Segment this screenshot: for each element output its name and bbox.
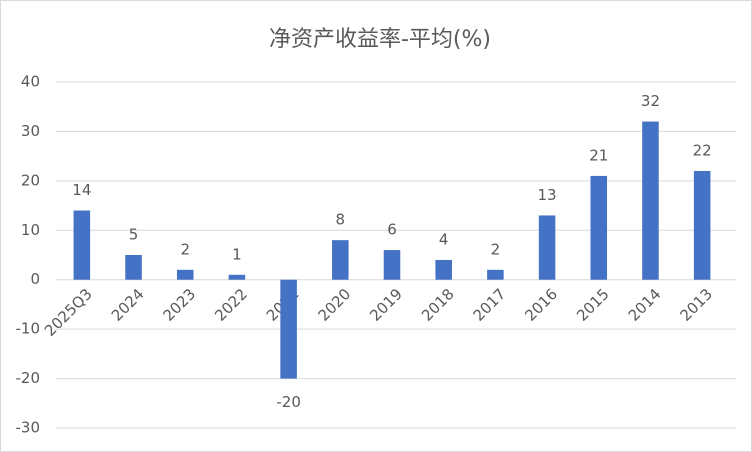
y-tick-label: 0 [30,270,40,288]
bar [73,210,91,280]
bar [487,269,504,280]
bar [125,255,142,280]
data-label: 4 [439,230,449,248]
data-label: 14 [72,181,91,199]
data-label: 2 [180,240,190,258]
bar [642,121,659,280]
data-label: 13 [538,186,557,204]
chart-title: 净资产收益率-平均(%) [269,27,491,52]
bar [228,274,246,280]
bar [538,215,556,280]
bar [176,269,194,280]
y-tick-label: 40 [21,73,40,91]
data-label: 2 [491,240,501,258]
y-tick-label: 10 [21,221,40,239]
y-tick-label: -30 [16,419,41,437]
data-label: -20 [276,393,301,411]
y-tick-label: -20 [16,369,41,387]
data-label: 32 [641,92,660,110]
data-label: 8 [336,211,346,229]
y-tick-label: 20 [21,171,40,189]
data-label: 1 [232,245,242,263]
bar [280,279,297,379]
bar [590,175,608,280]
bar [435,259,452,280]
data-label: 22 [693,141,712,159]
data-label: 21 [589,146,608,164]
y-tick-label: 30 [21,122,40,140]
bar [383,250,401,280]
y-tick-label: -10 [16,320,41,338]
data-label: 5 [129,226,139,244]
data-label: 6 [387,221,397,239]
bar [693,170,711,280]
bar [332,240,349,280]
